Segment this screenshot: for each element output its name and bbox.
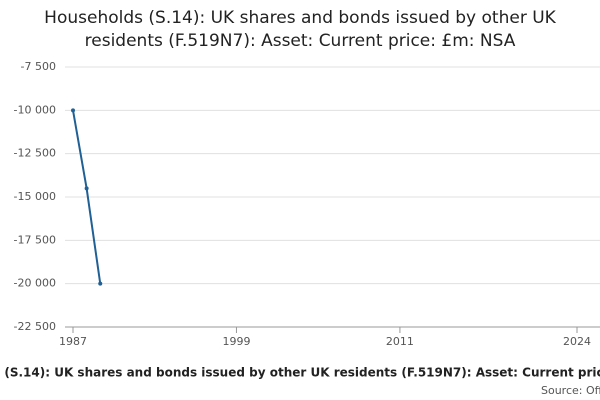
x-axis-label: Households (S.14): UK shares and bonds i… — [0, 366, 600, 380]
y-tick-label: -22 500 — [14, 320, 56, 333]
y-tick-label: -20 000 — [14, 277, 56, 290]
point — [71, 108, 75, 113]
x-tick-label: 2011 — [386, 335, 414, 348]
x-tick-label: 1987 — [59, 335, 87, 348]
y-tick-label: -17 500 — [14, 233, 56, 246]
source: Source: Office for National Statistics — [541, 384, 600, 397]
x-tick-label: 2024 — [563, 335, 591, 348]
y-tick-label: -15 000 — [14, 190, 56, 203]
y-tick-label: -12 500 — [14, 147, 56, 160]
y-tick-label: -10 000 — [14, 103, 56, 116]
x-tick-label: 1999 — [222, 335, 250, 348]
chart-title-line2: residents (F.519N7): Asset: Current pric… — [85, 31, 516, 51]
chart-title: Households (S.14): UK shares and bonds i… — [44, 8, 556, 28]
y-tick-label: -7 500 — [21, 60, 56, 73]
point — [98, 281, 103, 286]
point — [84, 186, 89, 191]
